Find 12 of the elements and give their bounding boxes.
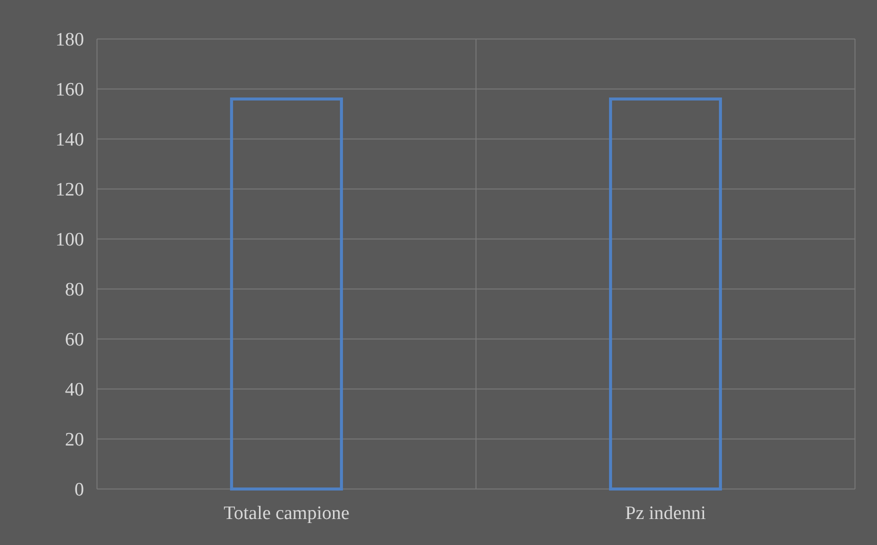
- x-tick-label: Totale campione: [224, 503, 350, 524]
- y-tick-label: 20: [65, 430, 84, 451]
- y-tick-label: 80: [65, 280, 84, 301]
- y-tick-label: 140: [56, 130, 84, 151]
- y-tick-label: 180: [56, 30, 84, 51]
- y-tick-label: 100: [56, 230, 84, 251]
- y-tick-label: 160: [56, 80, 84, 101]
- y-tick-label: 40: [65, 380, 84, 401]
- y-tick-label: 0: [74, 480, 84, 501]
- y-tick-label: 120: [56, 180, 84, 201]
- x-tick-label: Pz indenni: [625, 503, 706, 524]
- y-tick-label: 60: [65, 330, 84, 351]
